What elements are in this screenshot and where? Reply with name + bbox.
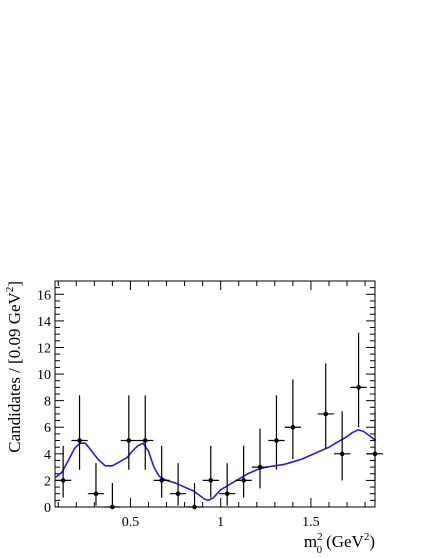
y-axis-label-close: ] bbox=[5, 281, 24, 287]
data-marker bbox=[175, 491, 181, 497]
y-tick-label: 16 bbox=[37, 288, 51, 303]
data-marker bbox=[224, 491, 230, 497]
data-point bbox=[235, 445, 252, 498]
fit-curve bbox=[54, 429, 377, 502]
data-point bbox=[202, 445, 219, 498]
fit-curve-layer bbox=[54, 429, 377, 502]
data-point bbox=[153, 445, 170, 498]
y-tick-label: 0 bbox=[44, 501, 51, 516]
data-point bbox=[55, 445, 72, 498]
data-point bbox=[350, 332, 367, 428]
plot-border bbox=[54, 280, 376, 508]
data-marker bbox=[77, 438, 82, 443]
data-point bbox=[334, 411, 351, 481]
data-marker bbox=[60, 478, 66, 483]
plot-frame bbox=[54, 280, 376, 508]
x-axis-symbol-sub: 0 bbox=[317, 544, 323, 553]
axis-ticks: 0 2 4 6 8 10 12 14 16 0.5 1 1.5 bbox=[37, 280, 375, 530]
x-tick-label: 0.5 bbox=[122, 515, 140, 530]
x-axis-symbol: m bbox=[304, 532, 317, 551]
data-point bbox=[120, 395, 137, 470]
data-marker bbox=[356, 385, 361, 390]
data-marker bbox=[323, 411, 329, 417]
data-marker bbox=[93, 491, 99, 497]
data-marker bbox=[241, 478, 246, 483]
data-points-layer bbox=[55, 332, 384, 510]
data-marker bbox=[126, 438, 132, 443]
data-point bbox=[186, 483, 203, 510]
data-marker bbox=[257, 464, 263, 470]
x-axis-unit-close: ) bbox=[369, 532, 375, 551]
data-marker bbox=[339, 451, 345, 457]
x-tick-label: 1.5 bbox=[302, 515, 320, 530]
data-point bbox=[284, 379, 302, 460]
data-marker bbox=[274, 438, 279, 443]
data-marker bbox=[142, 438, 148, 443]
data-marker bbox=[159, 478, 164, 483]
x-axis-unit: (GeV bbox=[326, 532, 364, 551]
data-marker bbox=[372, 451, 378, 457]
data-marker bbox=[208, 478, 214, 483]
x-tick-label: 1 bbox=[217, 515, 224, 530]
x-axis-title: m2 0 (GeV2) bbox=[304, 531, 375, 553]
data-point bbox=[169, 463, 187, 506]
data-point bbox=[71, 395, 88, 470]
data-point bbox=[104, 483, 121, 510]
data-point bbox=[219, 463, 236, 506]
y-tick-label: 10 bbox=[37, 368, 51, 383]
data-marker bbox=[110, 504, 115, 510]
y-tick-label: 6 bbox=[44, 421, 51, 436]
y-axis-label: Candidates / [0.09 GeV bbox=[5, 291, 24, 452]
data-point bbox=[251, 428, 269, 489]
data-point bbox=[137, 395, 154, 470]
data-point bbox=[87, 463, 105, 506]
x-axis-unit-sup: 2 bbox=[364, 531, 370, 543]
x-axis-symbol-sup: 2 bbox=[317, 531, 323, 543]
y-axis-label-sup: 2 bbox=[4, 287, 16, 293]
data-marker bbox=[192, 504, 197, 510]
data-point bbox=[317, 363, 334, 449]
data-marker bbox=[290, 424, 296, 430]
y-tick-label: 8 bbox=[44, 395, 51, 410]
data-point bbox=[366, 411, 384, 481]
y-tick-label: 4 bbox=[44, 448, 51, 463]
y-tick-label: 14 bbox=[37, 315, 51, 330]
y-tick-label: 12 bbox=[37, 341, 51, 356]
y-axis-title: Candidates / [0.09 GeV2] bbox=[4, 281, 24, 453]
data-point bbox=[268, 395, 285, 470]
y-tick-label: 2 bbox=[44, 474, 51, 489]
